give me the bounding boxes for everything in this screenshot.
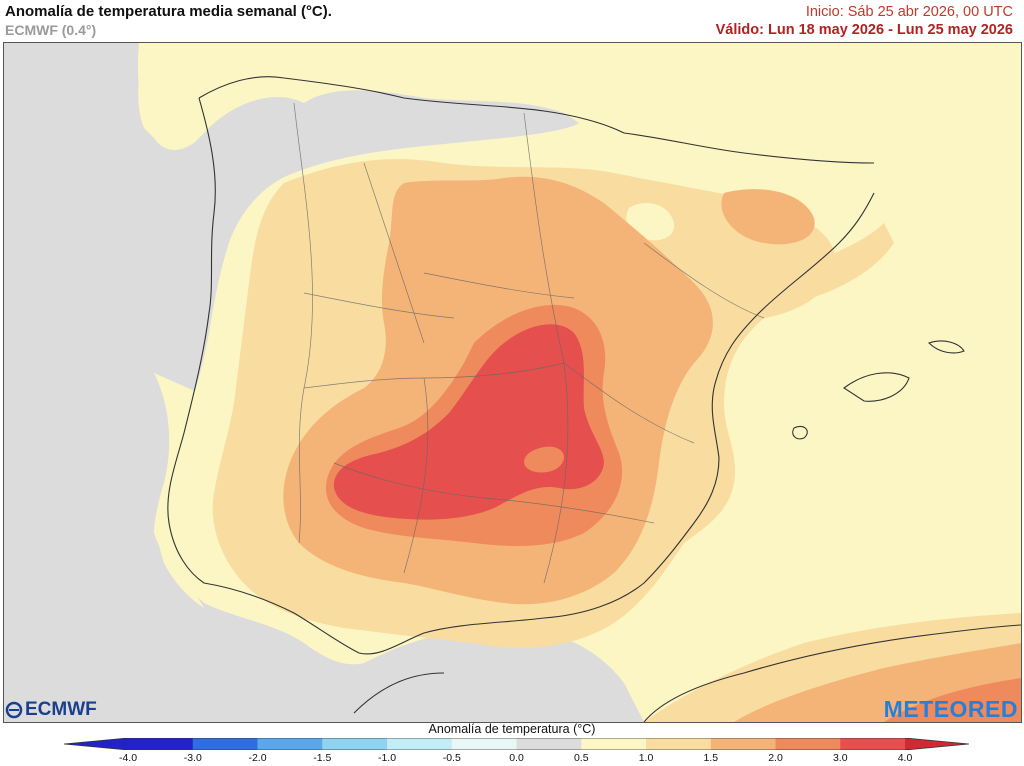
colorbar-segment — [710, 738, 776, 750]
coastal-light-band — [137, 43, 264, 129]
map-title: Anomalía de temperatura media semanal (°… — [5, 3, 332, 20]
colorbar-segment — [128, 738, 194, 750]
colorbar-tick-label: 1.0 — [638, 752, 654, 764]
colorbar-tick-label: 2.0 — [768, 752, 783, 764]
colorbar — [63, 737, 970, 751]
colorbar-tick-label: -3.0 — [183, 752, 202, 764]
colorbar-tick-label: -2.0 — [248, 752, 267, 764]
colorbar-ticks: -4.0 -3.0 -2.0 -1.5 -1.0 -0.5 0.0 0.5 1.0 1.5 2.0 3… — [0, 752, 1024, 766]
colorbar-segment — [387, 738, 453, 750]
anomaly-band-0.5-patch — [626, 203, 675, 241]
colorbar-graphic — [63, 737, 970, 751]
colorbar-segment — [451, 738, 517, 750]
med-neutral-patch — [360, 647, 631, 722]
colorbar-extend-high — [905, 738, 969, 750]
eastern-1.5-strip — [784, 223, 894, 303]
colorbar-tick-label: -4.0 — [118, 752, 138, 764]
colorbar-tick-label: 4.0 — [897, 752, 913, 764]
anomaly-map — [3, 42, 1022, 723]
africa-band-2.0 — [884, 678, 1021, 722]
colorbar-tick-label: 3.0 — [832, 752, 848, 764]
colorbar-segment — [257, 738, 323, 750]
ecmwf-logo-text: ECMWF — [25, 699, 97, 720]
colorbar-tick-label: 0.5 — [573, 752, 589, 764]
colorbar-tick-label: -1.0 — [377, 752, 397, 764]
admin-borders — [293, 102, 765, 584]
anomaly-band-1.5-ne — [721, 189, 815, 245]
atlantic-neutral-region — [4, 43, 644, 722]
colorbar-segment — [516, 738, 582, 750]
colorbar-extend-low — [64, 738, 128, 750]
colorbar-segment — [581, 738, 647, 750]
colorbar-tick-label: 1.5 — [703, 752, 719, 764]
colorbar-segment — [322, 738, 388, 750]
anomaly-core-hole — [524, 446, 564, 473]
coastlines — [167, 76, 1021, 722]
map-canvas — [4, 43, 1021, 722]
portugal-coast-band — [154, 373, 204, 608]
init-time: Inicio: Sáb 25 abr 2026, 00 UTC — [805, 4, 1013, 20]
meteored-logo: METEORED — [883, 696, 1018, 722]
ecmwf-mark-icon — [5, 701, 23, 719]
model-label: ECMWF (0.4°) — [5, 22, 97, 38]
ecmwf-logo: ECMWF — [5, 699, 97, 721]
colorbar-title: Anomalía de temperatura (°C) — [428, 722, 596, 736]
colorbar-segment — [840, 738, 906, 750]
colorbar-tick-label: -1.5 — [313, 752, 332, 764]
valid-period: Válido: Lun 18 may 2026 - Lun 25 may 202… — [715, 22, 1013, 38]
colorbar-segment — [646, 738, 712, 750]
colorbar-tick-label: -0.5 — [442, 752, 461, 764]
colorbar-segment — [192, 738, 258, 750]
colorbar-tick-label: 0.0 — [509, 752, 524, 764]
colorbar-segment — [775, 738, 841, 750]
